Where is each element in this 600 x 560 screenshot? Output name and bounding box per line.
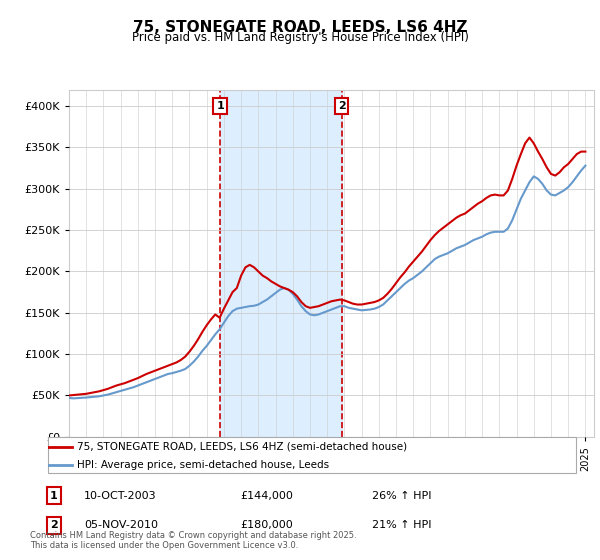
- Text: 05-NOV-2010: 05-NOV-2010: [84, 520, 158, 530]
- Text: 21% ↑ HPI: 21% ↑ HPI: [372, 520, 431, 530]
- Text: Contains HM Land Registry data © Crown copyright and database right 2025.
This d: Contains HM Land Registry data © Crown c…: [30, 530, 356, 550]
- Text: 1: 1: [216, 101, 224, 111]
- Text: Price paid vs. HM Land Registry's House Price Index (HPI): Price paid vs. HM Land Registry's House …: [131, 31, 469, 44]
- Bar: [220, 90, 341, 437]
- Text: 2: 2: [50, 520, 58, 530]
- FancyBboxPatch shape: [48, 437, 576, 473]
- Text: 75, STONEGATE ROAD, LEEDS, LS6 4HZ (semi-detached house): 75, STONEGATE ROAD, LEEDS, LS6 4HZ (semi…: [77, 442, 407, 452]
- Text: £180,000: £180,000: [240, 520, 293, 530]
- Text: £144,000: £144,000: [240, 491, 293, 501]
- Text: 75, STONEGATE ROAD, LEEDS, LS6 4HZ: 75, STONEGATE ROAD, LEEDS, LS6 4HZ: [133, 20, 467, 35]
- Text: 2: 2: [338, 101, 346, 111]
- Text: 1: 1: [50, 491, 58, 501]
- Text: HPI: Average price, semi-detached house, Leeds: HPI: Average price, semi-detached house,…: [77, 460, 329, 470]
- Text: 26% ↑ HPI: 26% ↑ HPI: [372, 491, 431, 501]
- Text: 10-OCT-2003: 10-OCT-2003: [84, 491, 157, 501]
